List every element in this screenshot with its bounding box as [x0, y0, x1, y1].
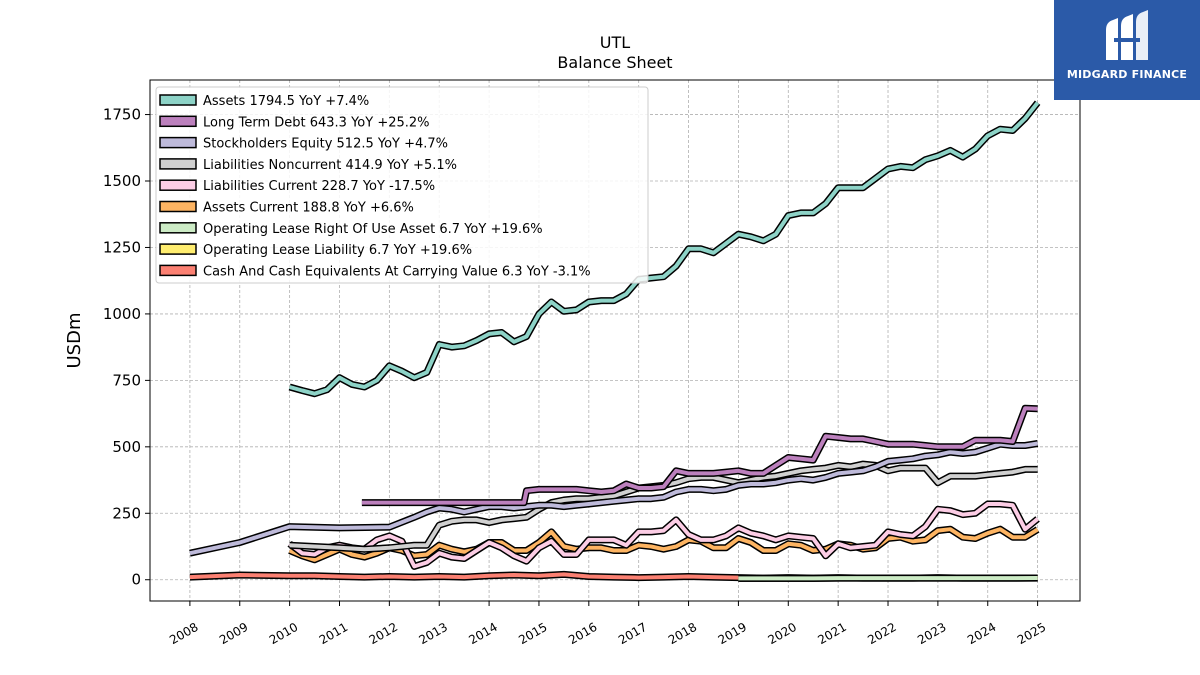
legend-entry: Operating Lease Right Of Use Asset 6.7 Y…: [203, 222, 543, 237]
y-axis-label: USDm: [64, 313, 85, 369]
legend-swatch: [159, 200, 197, 213]
y-tick-label: 0: [131, 571, 141, 589]
legend-swatch: [159, 94, 197, 106]
series-liabilities-noncurrent: [289, 460, 1038, 553]
x-tick-label: 2015: [516, 620, 549, 647]
y-tick-label: 500: [112, 438, 141, 456]
y-tick-label: 1750: [103, 106, 141, 124]
legend-entry: Assets Current 188.8 YoY +6.6%: [203, 201, 414, 216]
y-tick-label: 1500: [103, 172, 141, 190]
plot-frame: [149, 79, 1081, 602]
series-long-term-debt: [361, 404, 1038, 507]
legend-swatch: [159, 179, 197, 191]
legend-entry: Liabilities Current 228.7 YoY -17.5%: [203, 179, 435, 194]
chart-title: UTL: [600, 33, 630, 52]
series-liabilities-current: [287, 500, 1040, 570]
x-tick-label: 2011: [317, 620, 350, 647]
legend-entry: Operating Lease Liability 6.7 YoY +19.6%: [203, 243, 472, 258]
x-tick-label: 2012: [367, 620, 400, 647]
legend-swatch: [159, 136, 197, 149]
x-tick-label: 2008: [167, 620, 200, 647]
y-tick-label: 1250: [103, 238, 141, 256]
x-tick-label: 2014: [466, 620, 499, 647]
x-tick-label: 2019: [716, 620, 749, 647]
y-tick-label: 750: [112, 371, 141, 389]
legend-entry: Assets 1794.5 YoY +7.4%: [203, 94, 369, 109]
x-tick-label: 2017: [616, 620, 649, 647]
legend-swatch: [159, 222, 197, 234]
x-tick-label: 2009: [217, 620, 250, 647]
series-line: [189, 441, 1038, 556]
chart-subtitle: Balance Sheet: [557, 53, 672, 72]
y-tick-label: 250: [112, 504, 141, 522]
y-tick-label: 1000: [103, 305, 141, 323]
series-line: [361, 406, 1038, 505]
legend-entry: Stockholders Equity 512.5 YoY +4.7%: [203, 137, 448, 152]
x-tick-label: 2016: [566, 620, 599, 647]
x-tick-label: 2020: [766, 620, 799, 647]
x-tick-label: 2013: [416, 620, 449, 647]
legend-swatch: [159, 264, 197, 277]
series-line: [288, 527, 1039, 562]
legend-swatch: [159, 158, 197, 170]
midgard-m-logo-icon: [1106, 10, 1148, 60]
legend-swatch: [159, 243, 197, 255]
series-stockholders-equity: [189, 440, 1039, 557]
legend-box: [155, 86, 649, 284]
x-tick-label: 2024: [965, 620, 998, 647]
legend-entry: Cash And Cash Equivalents At Carrying Va…: [203, 264, 591, 279]
legend-entry: Long Term Debt 643.3 YoY +25.2%: [203, 115, 430, 130]
series-line: [289, 462, 1038, 552]
legend: Assets 1794.5 YoY +7.4% Long Term Debt 64…: [155, 86, 649, 284]
series-assets: [288, 100, 1041, 398]
legend-entry: Liabilities Noncurrent 414.9 YoY +5.1%: [203, 158, 457, 173]
series-lines: [189, 100, 1041, 582]
x-tick-label: 2010: [267, 620, 300, 647]
brand-logo: MIDGARD FINANCE: [1054, 0, 1200, 100]
x-tick-label: 2018: [666, 620, 699, 647]
brand-name: MIDGARD FINANCE: [1066, 68, 1188, 81]
x-tick-label: 2021: [815, 620, 848, 647]
legend-swatch: [159, 115, 197, 128]
x-tick-label: 2022: [865, 620, 898, 647]
x-tick-label: 2025: [1015, 620, 1048, 647]
series-line: [288, 502, 1039, 569]
series-line: [289, 101, 1040, 396]
series-assets-current: [288, 525, 1040, 564]
x-tick-label: 2023: [915, 620, 948, 647]
